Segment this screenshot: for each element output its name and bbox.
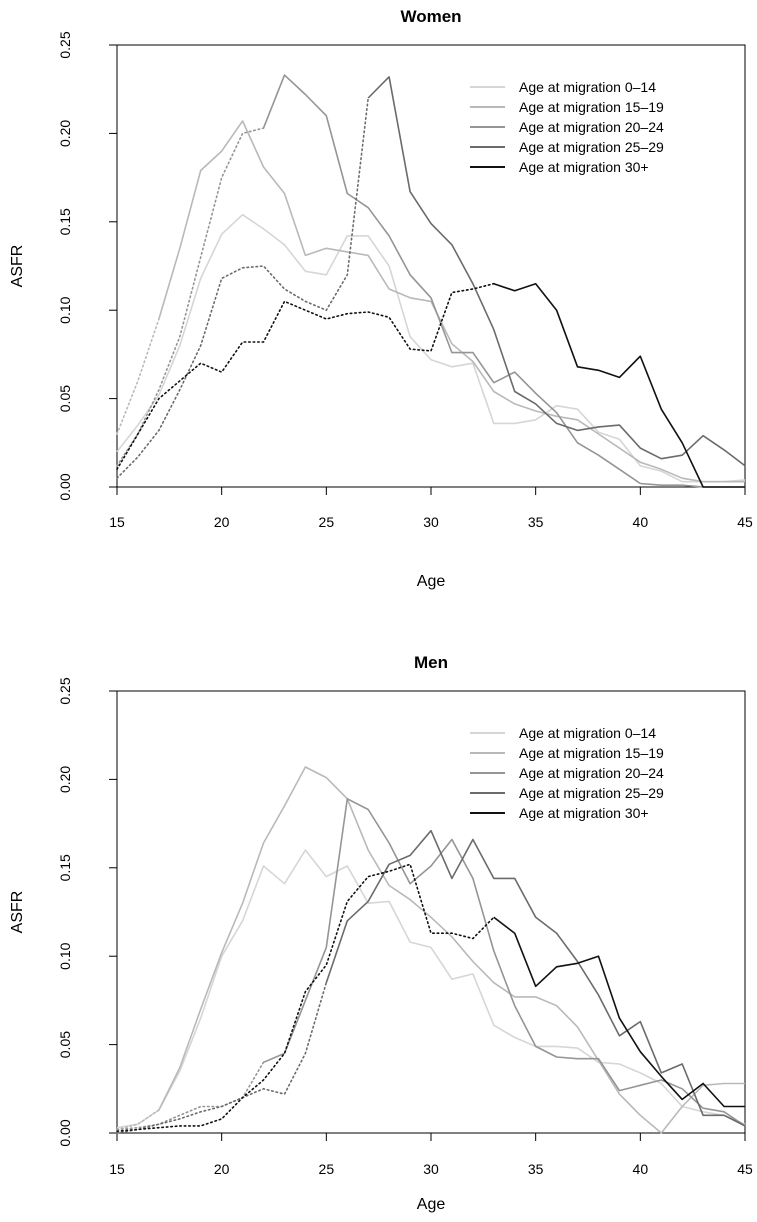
women-series-0-14-line: [116, 213, 746, 483]
men-series-30+: [116, 863, 745, 1132]
women-panel: Women 15 20 25 30 35 40 45 0.00 0.05 0.10 0.15 0.20 0…: [9, 7, 753, 590]
men-series-15-19: [116, 766, 745, 1134]
women-series-15-19: [116, 120, 745, 483]
men-x-tick-label: 30: [423, 1161, 439, 1177]
men-series-20-24: [116, 797, 746, 1131]
men-x-tick-label: 40: [633, 1161, 649, 1177]
men-x-axis-label: Age: [417, 1196, 446, 1213]
men-y-tick-label: 0.15: [57, 854, 73, 881]
men-series-15-19-line: [158, 766, 745, 1134]
men-y-axis-label: ASFR: [9, 891, 26, 934]
men-x-tick-label: 20: [214, 1161, 230, 1177]
women-series-30+-line: [493, 282, 745, 488]
women-x-tick-label: 15: [109, 514, 125, 530]
women-x-tick-label: 30: [423, 514, 439, 530]
men-series-20-24-line: [263, 797, 746, 1127]
men-y-tick-label: 0.10: [57, 942, 73, 969]
men-y-tick-label: 0.20: [57, 766, 73, 793]
men-x-tick-label: 35: [528, 1161, 544, 1177]
men-series-25-29-dotted-line: [116, 981, 328, 1134]
men-series-30+-dotted-line: [116, 863, 495, 1132]
women-legend-label-30+: Age at migration 30+: [519, 159, 649, 175]
men-x-tick-label: 25: [319, 1161, 335, 1177]
women-legend: Age at migration 0–14 Age at migration 15…: [470, 79, 664, 175]
women-y-tick-label: 0.10: [57, 296, 73, 323]
men-legend-label-0-14: Age at migration 0–14: [519, 725, 656, 741]
women-series-25-29-dotted-line: [116, 97, 370, 480]
women-x-tick-label: 45: [737, 514, 753, 530]
women-y-tick-label: 0.20: [57, 120, 73, 147]
women-x-tick-label: 20: [214, 514, 230, 530]
women-series-15-19-dotted-line: [116, 318, 160, 435]
women-x-tick-label: 40: [633, 514, 649, 530]
men-series-25-29: [116, 829, 746, 1134]
women-legend-label-15-19: Age at migration 15–19: [519, 99, 664, 115]
women-chart-title: Women: [400, 7, 461, 26]
men-series-30+-line: [493, 916, 745, 1108]
women-series-20-24: [116, 74, 745, 488]
women-y-tick-label: 0.15: [57, 208, 73, 235]
women-y-tick-label: 0.25: [57, 31, 73, 58]
men-series-0-14-line: [116, 849, 746, 1129]
women-legend-label-25-29: Age at migration 25–29: [519, 139, 664, 155]
men-legend-label-15-19: Age at migration 15–19: [519, 745, 664, 761]
women-series-15-19-line: [158, 120, 745, 483]
women-legend-label-20-24: Age at migration 20–24: [519, 119, 664, 135]
women-series-25-29-line: [367, 76, 746, 467]
women-y-axis-label: ASFR: [9, 245, 26, 288]
women-series-30+-dotted-line: [116, 282, 495, 471]
men-series-0-14: [116, 849, 746, 1129]
men-series-20-24-dotted-line: [116, 1061, 265, 1131]
men-x-tick-label: 45: [737, 1161, 753, 1177]
women-y-tick-label: 0.00: [57, 473, 73, 500]
men-legend-label-20-24: Age at migration 20–24: [519, 765, 664, 781]
men-panel: Men 15 20 25 30 35 40 45 0.00 0.05 0.10 0.15 0.20 0.2…: [9, 653, 753, 1213]
men-series-25-29-line: [325, 829, 746, 1127]
women-series-20-24-line: [262, 74, 745, 488]
men-legend: Age at migration 0–14 Age at migration 15…: [470, 725, 664, 821]
women-series-0-14: [116, 213, 746, 483]
women-x-axis-label: Age: [417, 573, 446, 590]
women-y-tick-label: 0.05: [57, 385, 73, 412]
women-series-25-29: [116, 76, 746, 480]
men-legend-label-30+: Age at migration 30+: [519, 805, 649, 821]
women-legend-label-0-14: Age at migration 0–14: [519, 79, 656, 95]
men-legend-label-25-29: Age at migration 25–29: [519, 785, 664, 801]
men-x-tick-label: 15: [109, 1161, 125, 1177]
men-chart-title: Men: [414, 653, 448, 672]
women-series-20-24-dotted-line: [116, 127, 265, 467]
women-x-tick-label: 35: [528, 514, 544, 530]
men-y-tick-label: 0.05: [57, 1031, 73, 1058]
women-x-tick-label: 25: [319, 514, 335, 530]
men-y-tick-label: 0.25: [57, 677, 73, 704]
women-series-30+: [116, 282, 745, 488]
men-y-tick-label: 0.00: [57, 1119, 73, 1146]
